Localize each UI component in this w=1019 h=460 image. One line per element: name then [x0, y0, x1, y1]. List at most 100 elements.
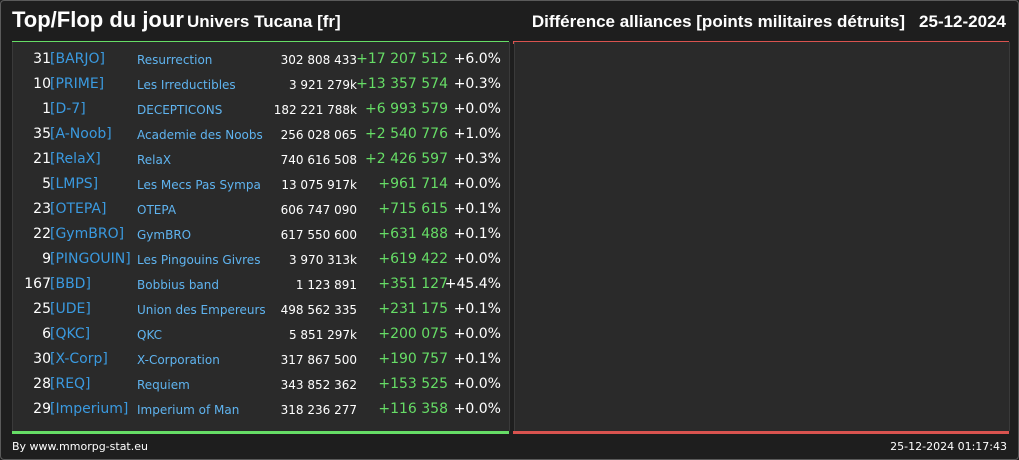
percent-change: +0.0%	[453, 401, 501, 417]
points-difference: +153 525	[378, 376, 448, 392]
alliance-points: 1 123 891	[295, 278, 357, 292]
alliance-points: 13 075 917k	[281, 178, 357, 192]
table-row: 25 [UDE] Union des Empereurs 498 562 335 +23…	[13, 298, 509, 323]
percent-change: +45.4%	[444, 276, 501, 292]
percent-change: +0.1%	[453, 201, 501, 217]
alliance-rank: 9	[42, 251, 51, 267]
alliance-points: 182 221 788k	[273, 103, 357, 117]
table-row: 6 [QKC] QKC 5 851 297k +200 075 +0.0%	[13, 323, 509, 348]
table-row: 28 [REQ] Requiem 343 852 362 +153 525 +0.0%	[13, 373, 509, 398]
alliance-tag[interactable]: [PRIME]	[50, 76, 105, 92]
alliance-points: 498 562 335	[280, 303, 357, 317]
alliance-tag[interactable]: [LMPS]	[50, 176, 99, 192]
alliance-name[interactable]: Imperium of Man	[137, 403, 240, 417]
table-row: 1 [D-7] DECEPTICONS 182 221 788k +6 993 579 +…	[13, 98, 509, 123]
alliance-rank: 5	[42, 176, 51, 192]
header-date: 25-12-2024	[919, 12, 1006, 31]
alliance-tag[interactable]: [BARJO]	[50, 51, 105, 67]
alliance-rank: 167	[24, 276, 51, 292]
alliance-name[interactable]: DECEPTICONS	[137, 103, 223, 117]
alliance-rank: 6	[42, 326, 51, 342]
percent-change: +0.1%	[453, 351, 501, 367]
points-difference: +715 615	[378, 201, 448, 217]
top-panel: 31 [BARJO] Resurrection 302 808 433 +17 207 …	[12, 42, 510, 431]
alliance-rank: 35	[33, 126, 51, 142]
footer-credit: By www.mmorpg-stat.eu	[12, 440, 148, 453]
table-row: 35 [A-Noob] Academie des Noobs 256 028 065 +…	[13, 123, 509, 148]
alliance-name[interactable]: X-Corporation	[137, 353, 220, 367]
alliance-tag[interactable]: [RelaX]	[50, 151, 101, 167]
percent-change: +0.0%	[453, 251, 501, 267]
flop-panel	[514, 42, 1010, 431]
alliance-name[interactable]: Les Irreductibles	[137, 78, 236, 92]
percent-change: +0.0%	[453, 101, 501, 117]
points-difference: +17 207 512	[356, 51, 448, 67]
table-row: 23 [OTEPA] OTEPA 606 747 090 +715 615 +0.1%	[13, 198, 509, 223]
points-difference: +2 540 776	[365, 126, 448, 142]
alliance-points: 3 970 313k	[288, 253, 357, 267]
points-difference: +200 075	[378, 326, 448, 342]
alliance-tag[interactable]: [PINGOUIN]	[50, 251, 131, 267]
percent-change: +0.3%	[453, 76, 501, 92]
table-row: 29 [Imperium] Imperium of Man 318 236 277 +1…	[13, 398, 509, 423]
universe-label: Univers Tucana [fr]	[187, 12, 341, 31]
alliance-name[interactable]: OTEPA	[137, 203, 177, 217]
points-difference: +961 714	[378, 176, 448, 192]
alliance-tag[interactable]: [GymBRO]	[50, 226, 125, 242]
alliance-name[interactable]: Resurrection	[137, 53, 213, 67]
alliance-rank: 31	[33, 51, 51, 67]
alliance-tag[interactable]: [REQ]	[50, 376, 91, 392]
points-difference: +190 757	[378, 351, 448, 367]
points-difference: +13 357 574	[356, 76, 448, 92]
alliance-tag[interactable]: [Imperium]	[50, 401, 129, 417]
alliance-points: 317 867 500	[280, 353, 357, 367]
alliance-points: 3 921 279k	[288, 78, 357, 92]
bottom-bar-green	[12, 431, 509, 434]
alliance-name[interactable]: Les Mecs Pas Sympa	[137, 178, 261, 192]
table-row: 167 [BBD] Bobbius band 1 123 891 +351 127 +45…	[13, 273, 509, 298]
alliance-name[interactable]: Academie des Noobs	[137, 128, 263, 142]
percent-change: +0.0%	[453, 176, 501, 192]
alliance-name[interactable]: Bobbius band	[137, 278, 220, 292]
table-row: 10 [PRIME] Les Irreductibles 3 921 279k +13 …	[13, 73, 509, 98]
page-title: Top/Flop du jour	[12, 7, 184, 32]
alliance-name[interactable]: RelaX	[137, 153, 172, 167]
table-row: 21 [RelaX] RelaX 740 616 508 +2 426 597 +0.3%	[13, 148, 509, 173]
points-difference: +2 426 597	[365, 151, 448, 167]
table-row: 5 [LMPS] Les Mecs Pas Sympa 13 075 917k +961…	[13, 173, 509, 198]
alliance-points: 617 550 600	[280, 228, 357, 242]
alliance-name[interactable]: GymBRO	[137, 228, 192, 242]
alliance-tag[interactable]: [QKC]	[50, 326, 91, 342]
alliance-tag[interactable]: [OTEPA]	[50, 201, 107, 217]
percent-change: +0.3%	[453, 151, 501, 167]
alliance-tag[interactable]: [A-Noob]	[50, 126, 112, 142]
percent-change: +0.1%	[453, 226, 501, 242]
points-difference: +6 993 579	[365, 101, 448, 117]
alliance-tag[interactable]: [BBD]	[50, 276, 91, 292]
alliance-points: 5 851 297k	[288, 328, 357, 342]
alliance-tag[interactable]: [X-Corp]	[50, 351, 108, 367]
alliance-points: 256 028 065	[280, 128, 357, 142]
percent-change: +1.0%	[453, 126, 501, 142]
alliance-rank: 29	[33, 401, 51, 417]
footer-timestamp: 25-12-2024 01:17:43	[890, 440, 1007, 453]
percent-change: +0.1%	[453, 301, 501, 317]
alliance-name[interactable]: Requiem	[137, 378, 190, 392]
alliance-rank: 21	[33, 151, 51, 167]
header-right: Différence alliances [points militaires …	[532, 12, 1006, 32]
percent-change: +0.0%	[453, 376, 501, 392]
alliance-points: 302 808 433	[280, 53, 357, 67]
alliance-tag[interactable]: [UDE]	[50, 301, 91, 317]
alliance-name[interactable]: Union des Empereurs	[137, 303, 266, 317]
percent-change: +6.0%	[453, 51, 501, 67]
table-row: 22 [GymBRO] GymBRO 617 550 600 +631 488 +0.1%	[13, 223, 509, 248]
alliance-name[interactable]: Les Pingouins Givres	[137, 253, 261, 267]
alliance-tag[interactable]: [D-7]	[50, 101, 86, 117]
alliance-name[interactable]: QKC	[137, 328, 163, 342]
alliance-points: 740 616 508	[280, 153, 357, 167]
table-row: 9 [PINGOUIN] Les Pingouins Givres 3 970 313…	[13, 248, 509, 273]
alliance-rank: 25	[33, 301, 51, 317]
percent-change: +0.0%	[453, 326, 501, 342]
alliance-rank: 22	[33, 226, 51, 242]
